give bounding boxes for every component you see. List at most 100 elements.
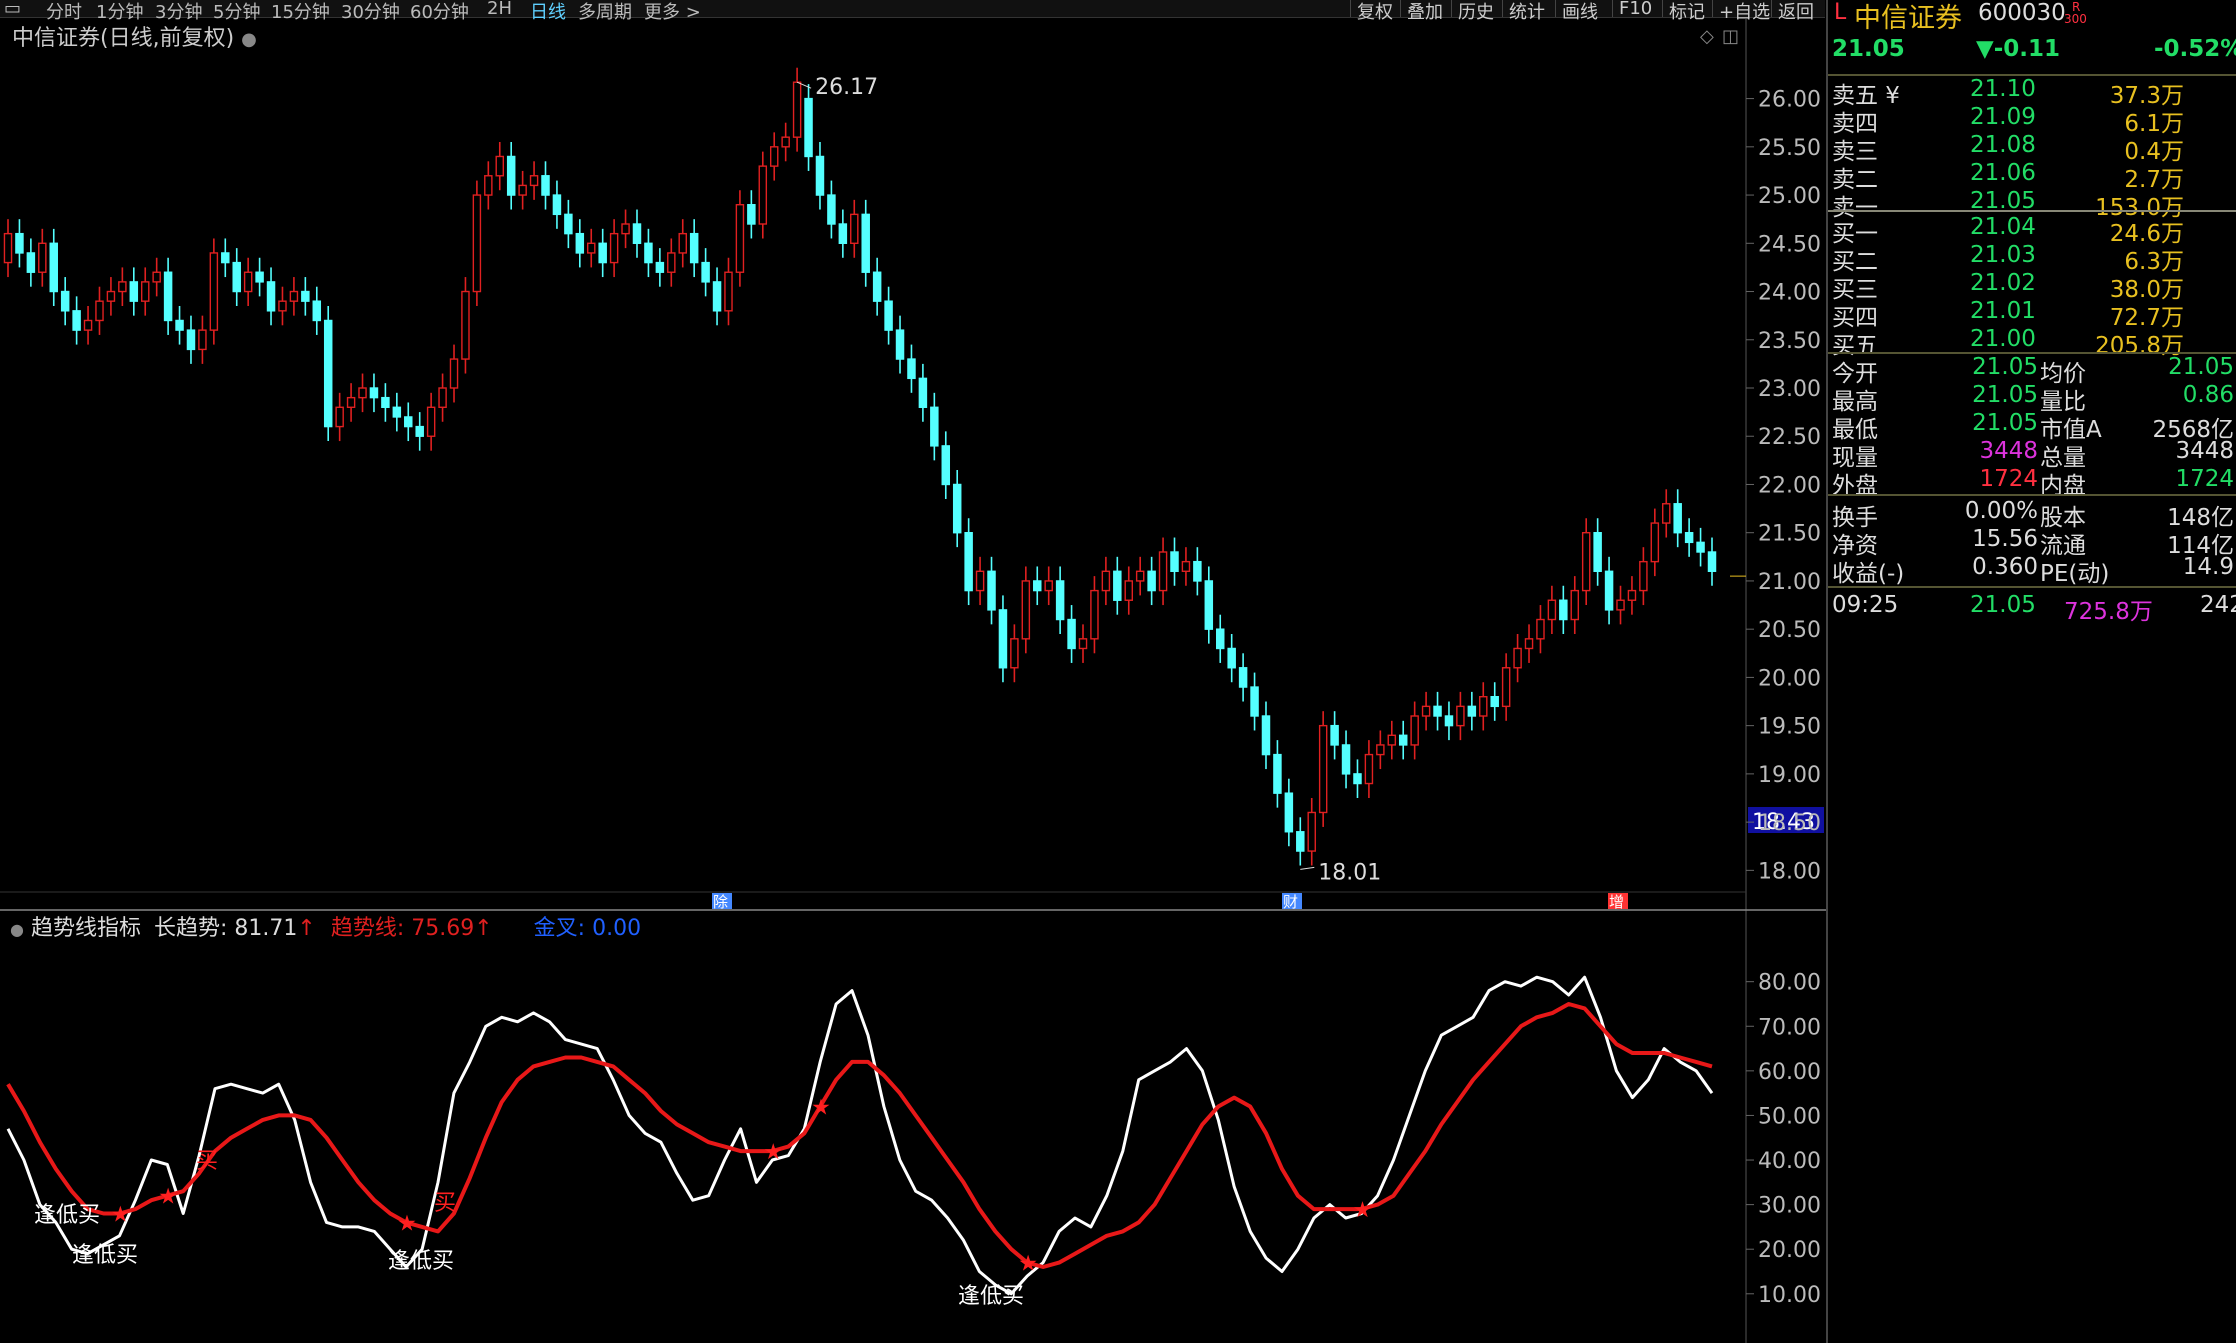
candle-body (655, 261, 665, 273)
candle-body (1456, 705, 1465, 727)
candle-body (60, 290, 70, 312)
cross-star-icon: ★ (763, 1140, 783, 1165)
stat-value: 14.9 (2182, 554, 2234, 580)
bid-row[interactable]: 买一 21.04 24.6万 (1828, 214, 2236, 247)
stat-label: PE(动) (2040, 561, 2110, 587)
stock-code: 600030 (1978, 0, 2066, 26)
level-volume: 72.7万 (2109, 305, 2184, 331)
quote-panel: L 中信证券 600030 R 300 21.05 ▼-0.11 -0.52% … (1826, 0, 2236, 1343)
dropdown-icon[interactable]: ● (241, 29, 257, 50)
candle-body (1055, 580, 1065, 621)
candle-body (1227, 647, 1236, 669)
stat-label: 换手 (1832, 505, 1878, 531)
ask-row[interactable]: 卖一 21.05 153.0万 (1828, 188, 2236, 221)
candle-body (564, 213, 573, 235)
candle-body (289, 290, 299, 302)
candle-body (392, 406, 402, 418)
bid-row[interactable]: 买二 21.03 6.3万 (1828, 242, 2236, 275)
candle-body (38, 242, 47, 273)
golden-cross-label: 金叉: (533, 916, 586, 941)
indicator-annotation: 逢低买 (958, 1284, 1024, 1309)
price-tick-label: 19.50 (1758, 715, 1821, 740)
candle-body (1398, 734, 1408, 746)
chart-canvas[interactable]: 18.43 26.00 25.50 25.00 24.50 24.00 23.50 23.0… (0, 0, 1826, 1343)
level-label: 买五 (1832, 333, 1878, 359)
indicator-lines (6, 975, 1714, 1296)
candle-body (552, 194, 562, 216)
candle-body (838, 223, 848, 244)
long-trend-value: 81.71 (234, 916, 298, 941)
candle-body (1250, 686, 1259, 717)
cross-star-icon: ★ (110, 1203, 130, 1228)
level-price: 21.00 (1970, 326, 2036, 352)
candle-body (278, 300, 287, 312)
indicator-tick-label: 10.00 (1758, 1283, 1821, 1308)
indicator-series-line (6, 1002, 1713, 1269)
low-pointer (1300, 866, 1315, 870)
bid-row[interactable]: 买四 21.01 72.7万 (1828, 298, 2236, 331)
candle-body (1033, 580, 1042, 592)
price-change: ▼-0.11 (1976, 36, 2060, 62)
ask-row[interactable]: 卖三 21.08 0.4万 (1828, 132, 2236, 165)
stock-header: L 中信证券 600030 R 300 (1828, 0, 2236, 34)
level-price: 21.01 (1970, 298, 2036, 324)
level-volume: 24.6万 (2109, 221, 2184, 247)
candle-body (346, 396, 356, 408)
event-marker-box (1608, 893, 1628, 909)
stat-row: 换手 0.00% 股本 148亿 (1828, 498, 2236, 531)
candle-body (1090, 589, 1099, 640)
candle-body (209, 252, 219, 331)
indicator-menu-icon[interactable]: ● (10, 920, 24, 939)
ask-row[interactable]: 卖四 21.09 6.1万 (1828, 104, 2236, 137)
candle-body (529, 175, 539, 187)
window-icon[interactable]: ▭ (4, 0, 22, 19)
badge-r: R (2072, 0, 2081, 14)
period-button[interactable]: 2H (487, 0, 512, 19)
stat-row: 今开 21.05 均价 21.05 (1828, 354, 2236, 387)
chart-title-text: 中信证券(日线,前复权) (12, 26, 235, 51)
candle-body (987, 570, 996, 611)
toolbar-button[interactable]: F10 (1612, 0, 1652, 19)
candle-body (415, 425, 424, 437)
level-label: 卖一 (1832, 195, 1878, 221)
ask-row[interactable]: 卖二 21.06 2.7万 (1828, 160, 2236, 193)
candle-body (1673, 503, 1682, 534)
stat-label: 股本 (2040, 505, 2086, 531)
indicator-tick-label: 30.00 (1758, 1194, 1821, 1219)
level-price: 21.02 (1970, 270, 2036, 296)
candle-body (1696, 541, 1705, 553)
bid-row[interactable]: 买五 21.00 205.8万 (1828, 326, 2236, 359)
candle-body (15, 232, 24, 254)
candle-body (747, 204, 756, 225)
candlestick-series (3, 67, 1717, 866)
badge-300: 300 (2064, 12, 2087, 26)
indicator-tick-label: 70.00 (1758, 1015, 1821, 1040)
candle-body (1639, 560, 1648, 592)
diamond-icon[interactable]: ◇ (1700, 26, 1714, 47)
price-tick-label: 21.00 (1758, 570, 1821, 595)
candle-body (1021, 580, 1031, 640)
panel-icon[interactable]: ◫ (1722, 26, 1739, 47)
market-flag: L (1834, 0, 1847, 25)
indicator-annotation: 买 (434, 1191, 456, 1216)
candle-body (404, 416, 413, 428)
indicator-name[interactable]: 趋势线指标 (30, 916, 141, 941)
candle-body (506, 155, 516, 196)
candle-body (221, 252, 230, 264)
ask-row[interactable]: 卖五 ¥ 21.10 37.3万 (1828, 76, 2236, 109)
indicator-annotation: 逢低买 (34, 1203, 100, 1228)
cross-star-icon: ★ (1018, 1252, 1038, 1277)
candle-body (426, 406, 436, 437)
candle-body (1421, 705, 1431, 717)
bid-row[interactable]: 买三 21.02 38.0万 (1828, 270, 2236, 303)
candle-body (1101, 570, 1111, 592)
candle-body (792, 81, 802, 138)
level-label: 买三 (1832, 277, 1878, 303)
price-tick-label: 23.00 (1758, 377, 1821, 402)
golden-cross-value: 0.00 (592, 916, 642, 941)
candle-body (964, 532, 973, 592)
stock-name[interactable]: 中信证券 (1854, 3, 1962, 34)
candle-body (1536, 618, 1545, 640)
level-price: 21.10 (1970, 76, 2036, 102)
candle-body (495, 155, 505, 177)
